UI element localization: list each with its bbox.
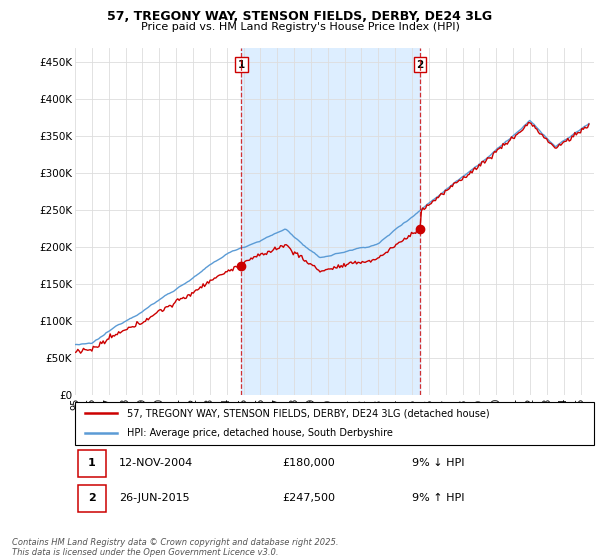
Text: 57, TREGONY WAY, STENSON FIELDS, DERBY, DE24 3LG (detached house): 57, TREGONY WAY, STENSON FIELDS, DERBY, … — [127, 408, 490, 418]
Text: 9% ↑ HPI: 9% ↑ HPI — [412, 493, 465, 503]
Text: Price paid vs. HM Land Registry's House Price Index (HPI): Price paid vs. HM Land Registry's House … — [140, 22, 460, 32]
Bar — [77, 450, 106, 477]
Text: £180,000: £180,000 — [283, 459, 335, 468]
Text: Contains HM Land Registry data © Crown copyright and database right 2025.
This d: Contains HM Land Registry data © Crown c… — [12, 538, 338, 557]
Text: 2: 2 — [88, 493, 96, 503]
Text: 57, TREGONY WAY, STENSON FIELDS, DERBY, DE24 3LG: 57, TREGONY WAY, STENSON FIELDS, DERBY, … — [107, 10, 493, 23]
Text: £247,500: £247,500 — [283, 493, 335, 503]
Text: HPI: Average price, detached house, South Derbyshire: HPI: Average price, detached house, Sout… — [127, 428, 393, 438]
Text: 12-NOV-2004: 12-NOV-2004 — [119, 459, 193, 468]
Bar — [77, 485, 106, 512]
Bar — [241, 48, 420, 395]
Text: 9% ↓ HPI: 9% ↓ HPI — [412, 459, 465, 468]
Text: 2: 2 — [416, 60, 424, 70]
Text: 1: 1 — [88, 459, 96, 468]
Text: 1: 1 — [238, 60, 245, 70]
Text: 26-JUN-2015: 26-JUN-2015 — [119, 493, 190, 503]
